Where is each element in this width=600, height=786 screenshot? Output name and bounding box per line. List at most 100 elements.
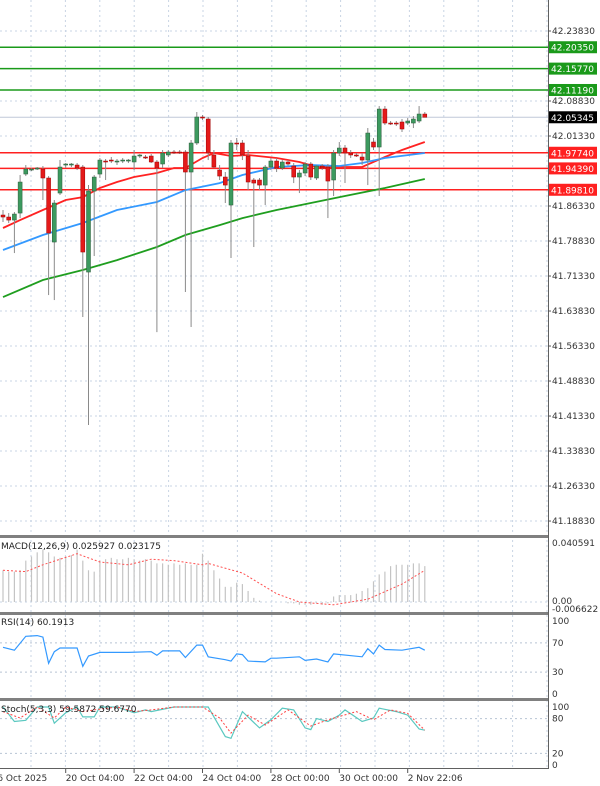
macd-tick-label: 0.040591 [552, 539, 595, 549]
price-level-label: 41.94390 [551, 165, 594, 175]
candle-bear [154, 161, 160, 169]
candle-bull [57, 166, 63, 194]
time-tick-label: 2 Nov 22:06 [408, 774, 463, 784]
macd-title: MACD(12,26,9) 0.025927 0.023175 [1, 542, 161, 552]
candle-bull [365, 132, 371, 161]
price-tick-label: 42.01330 [552, 132, 595, 142]
candle-bear [354, 154, 359, 157]
time-tick-label: 6 Oct 2025 [0, 774, 47, 784]
rsi-tick-label: 100 [552, 617, 569, 627]
candle-bear [382, 108, 388, 124]
candle-bull [126, 159, 131, 162]
candle-bull [268, 160, 274, 168]
price-tick-label: 41.63830 [552, 307, 595, 317]
price-level-badge [549, 183, 597, 196]
candle-bear [177, 151, 182, 154]
price-tick-label: 41.26330 [552, 482, 595, 492]
macd-tick-label: 0.00 [552, 597, 572, 607]
candle-bear [234, 142, 239, 145]
price-level-badge [549, 41, 597, 54]
price-level-label: 41.97740 [551, 149, 594, 159]
price-tick-label: 41.56330 [552, 342, 595, 352]
candle-bull [137, 154, 143, 157]
price-tick-label: 41.41330 [552, 412, 595, 422]
price-tick-label: 42.08830 [552, 97, 595, 107]
candle-bull [405, 120, 410, 124]
price-tick-label: 41.86330 [552, 202, 595, 212]
stochastic-tick-label: 100 [552, 703, 569, 713]
candle-bear [399, 121, 405, 130]
candle-bear [46, 177, 51, 234]
candle-bear [148, 155, 154, 163]
candle-bear [200, 116, 205, 119]
price-level-label: 41.89810 [551, 186, 594, 196]
candle-bear [394, 122, 399, 125]
price-level-badge [549, 62, 597, 75]
candle-bear [205, 118, 211, 154]
candle-bear [211, 154, 217, 168]
candle-bear [0, 214, 6, 218]
candle-bear [143, 156, 148, 159]
macd-panel [0, 549, 548, 606]
stochastic-signal-line [2, 706, 426, 734]
candle-bear [422, 113, 428, 118]
candle-bull [302, 163, 308, 174]
candle-bull [280, 161, 285, 169]
time-tick-label: 20 Oct 04:00 [66, 774, 125, 784]
candle-bear [245, 155, 251, 183]
candle-bear [371, 141, 376, 148]
candle-bear [217, 169, 222, 177]
candle-bull [114, 160, 120, 163]
time-axis[interactable]: 6 Oct 2025 20 Oct 04:00 22 Oct 04:00 24 Oct… [0, 769, 463, 784]
panel-separator [0, 612, 548, 615]
price-tick-label: 42.23830 [552, 27, 595, 37]
candle-bear [74, 164, 80, 169]
candle-bull [297, 172, 302, 178]
time-tick-label: 30 Oct 00:00 [339, 774, 398, 784]
price-level-label: 42.20350 [551, 44, 594, 54]
candle-bear [291, 165, 296, 178]
price-tick-label: 41.71330 [552, 272, 595, 282]
panel-frame [0, 0, 549, 769]
candle-bear [348, 152, 353, 156]
time-tick-label: 24 Oct 04:00 [203, 774, 262, 784]
rsi-line [2, 634, 426, 668]
rsi-tick-label: 0 [552, 690, 558, 700]
candle-bear [308, 163, 314, 178]
candle-bear [171, 151, 177, 154]
candle-bear [359, 156, 365, 161]
candle-bear [6, 216, 11, 221]
macd-tick-label: -0.006622 [552, 605, 598, 615]
candle-bear [388, 122, 393, 125]
price-level-badge [549, 83, 597, 96]
price-level-label: 42.11190 [551, 86, 594, 96]
candle-bear [103, 160, 108, 163]
price-axis[interactable]: 42.23830 42.08830 42.01330 41.86330 41.78830… [548, 27, 598, 771]
candle-bull [29, 168, 34, 171]
time-tick-label: 22 Oct 04:00 [134, 774, 193, 784]
stochastic-tick-label: 80 [552, 715, 564, 725]
price-tick-label: 41.48830 [552, 377, 595, 387]
candle-bear [274, 160, 279, 169]
candle-bull [12, 213, 17, 221]
candle-bull [160, 152, 165, 165]
candle-bull [331, 152, 336, 181]
rsi-tick-label: 30 [552, 668, 564, 678]
stochastic-main-line [2, 706, 425, 740]
stochastic-title: Stoch(5,3,3) 59.5872 59.6770 [1, 705, 137, 715]
candle-bear [257, 179, 262, 186]
candle-bear [183, 151, 188, 173]
grid [0, 0, 548, 768]
price-level-badge [549, 146, 597, 159]
candle-bear [285, 161, 291, 165]
candle-bull [194, 116, 200, 144]
candle-bull [69, 163, 74, 166]
candle-bull [314, 165, 319, 179]
candle-bull [17, 181, 23, 214]
panel-separator [0, 535, 548, 538]
candle-bull [411, 118, 416, 124]
candle-bull [131, 155, 137, 163]
candle-bear [40, 168, 46, 179]
rsi-panel [0, 634, 548, 673]
